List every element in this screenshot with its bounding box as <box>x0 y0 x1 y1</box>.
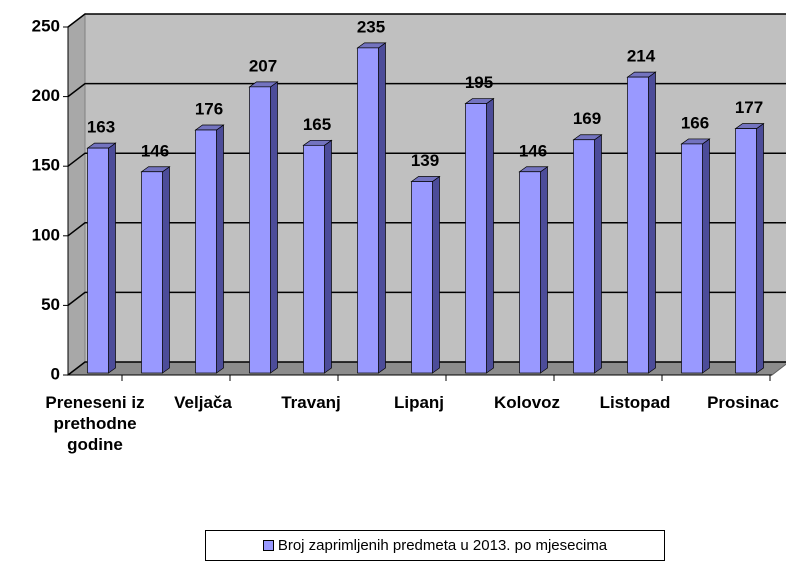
y-tick-label: 150 <box>32 156 60 175</box>
bar-side <box>378 42 386 374</box>
bar <box>627 76 649 374</box>
data-label: 207 <box>249 56 277 75</box>
side-wall <box>67 12 86 377</box>
grid-line <box>67 82 786 98</box>
grid-line <box>67 13 786 28</box>
grid-line <box>67 361 786 376</box>
x-tick-label: Lipanj <box>393 393 445 412</box>
bar-side <box>756 122 764 374</box>
x-tick-label: Prosinac <box>707 393 779 412</box>
x-tick-label: Veljača <box>174 393 232 412</box>
bar-side <box>324 139 332 374</box>
x-tick-label: Kolovoz <box>493 393 561 412</box>
bar <box>141 171 163 374</box>
bar <box>303 144 325 374</box>
bar-side <box>648 71 656 374</box>
bar-side <box>486 97 494 374</box>
legend: Broj zaprimljenih predmeta u 2013. po mj… <box>205 530 665 561</box>
legend-label: Broj zaprimljenih predmeta u 2013. po mj… <box>277 537 608 554</box>
grid-line <box>67 152 786 167</box>
bar-side <box>108 142 116 374</box>
data-label: 165 <box>303 115 331 134</box>
bar <box>87 147 109 374</box>
y-tick-label: 100 <box>32 225 60 244</box>
bar-side <box>702 138 710 374</box>
x-tick-label: Travanj <box>281 393 341 412</box>
data-label: 169 <box>573 109 601 128</box>
x-tick-label: Preneseni iz prethodne godine <box>45 393 145 454</box>
data-label: 146 <box>519 141 547 160</box>
y-tick-label: 250 <box>32 16 60 35</box>
data-label: 214 <box>627 47 656 66</box>
bar <box>681 143 703 374</box>
bar <box>735 128 757 374</box>
data-label: 195 <box>465 73 493 92</box>
grid-line <box>67 291 786 306</box>
data-label: 235 <box>357 17 385 36</box>
bar <box>411 181 433 374</box>
bar-side <box>540 166 548 374</box>
bar <box>465 103 487 374</box>
bar <box>573 139 595 374</box>
bar-side <box>162 166 170 374</box>
bar-side <box>432 175 440 374</box>
bar <box>519 171 541 374</box>
data-label: 176 <box>195 99 223 118</box>
bar-side <box>270 81 278 374</box>
bar-side <box>594 134 602 374</box>
grid-line <box>67 222 786 237</box>
data-label: 166 <box>681 113 709 132</box>
bar <box>195 129 217 374</box>
bar <box>357 47 379 374</box>
y-tick-label: 200 <box>32 86 60 105</box>
data-label: 177 <box>735 98 763 117</box>
data-label: 139 <box>411 151 439 170</box>
data-label: 146 <box>141 141 169 160</box>
y-tick-label: 0 <box>51 364 60 383</box>
y-tick-label: 50 <box>41 295 60 314</box>
bar-side <box>216 124 224 374</box>
data-label: 163 <box>87 118 115 137</box>
bar <box>249 86 271 374</box>
legend-swatch <box>262 540 274 551</box>
x-tick-label: Listopad <box>599 393 671 412</box>
